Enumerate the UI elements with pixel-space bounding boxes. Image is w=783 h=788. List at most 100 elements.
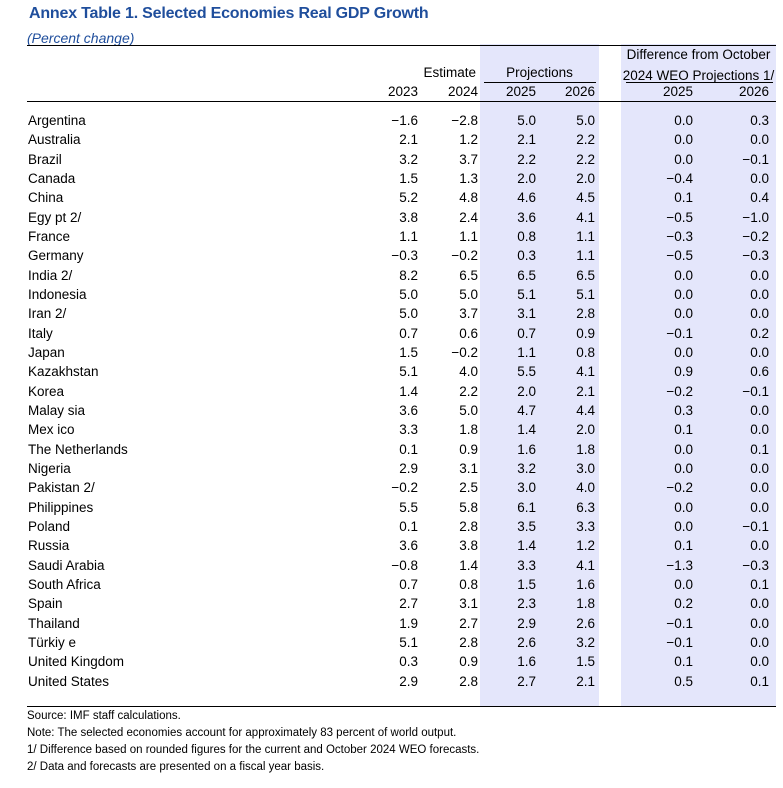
table-row: Italy 0.7 0.6 0.7 0.9 −0.1 0.2 — [0, 324, 783, 343]
value-cell: 0.1 — [399, 441, 418, 457]
value-cell: 1.4 — [517, 538, 536, 554]
estimate-header: Estimate — [423, 65, 476, 80]
value-cell: 2.2 — [576, 132, 595, 148]
value-cell: 3.0 — [517, 480, 536, 496]
value-cell: 1.5 — [517, 576, 536, 592]
value-cell: 1.1 — [576, 248, 595, 264]
value-cell: −0.1 — [742, 518, 769, 534]
value-cell: 3.8 — [399, 209, 418, 225]
value-cell: 0.7 — [399, 576, 418, 592]
value-cell: 3.1 — [459, 596, 478, 612]
value-cell: 0.0 — [750, 286, 769, 302]
country-name: Canada — [28, 170, 76, 186]
value-cell: 1.8 — [576, 596, 595, 612]
table-row: Saudi Arabia −0.8 1.4 3.3 4.1 −1.3 −0.3 — [0, 556, 783, 575]
country-name: Spain — [28, 596, 63, 612]
value-cell: 0.0 — [750, 402, 769, 418]
value-cell: 5.0 — [399, 306, 418, 322]
country-name: United States — [28, 673, 110, 689]
table-row: Indonesia 5.0 5.0 5.1 5.1 0.0 0.0 — [0, 285, 783, 304]
value-cell: 0.1 — [399, 518, 418, 534]
value-cell: 0.9 — [459, 654, 478, 670]
value-cell: 2.2 — [517, 151, 536, 167]
value-cell: −0.2 — [391, 480, 418, 496]
table-row: Pakistan 2/ −0.2 2.5 3.0 4.0 −0.2 0.0 — [0, 478, 783, 497]
value-cell: −1.6 — [391, 113, 418, 128]
value-cell: 1.8 — [576, 441, 595, 457]
value-cell: 2.1 — [576, 673, 595, 689]
country-name: Japan — [28, 344, 65, 360]
table-row: China 5.2 4.8 4.6 4.5 0.1 0.4 — [0, 188, 783, 207]
value-cell: 1.5 — [576, 654, 595, 670]
value-cell: 0.0 — [750, 615, 769, 631]
country-name: Kazakhstan — [28, 364, 99, 380]
table-row: Russia 3.6 3.8 1.4 1.2 0.1 0.0 — [0, 536, 783, 555]
value-cell: 2.0 — [576, 170, 595, 186]
value-cell: 2.7 — [517, 673, 536, 689]
value-cell: 0.0 — [750, 460, 769, 476]
value-cell: −0.3 — [742, 248, 769, 264]
value-cell: 6.5 — [517, 267, 536, 283]
value-cell: 4.0 — [459, 364, 478, 380]
country-name: Australia — [28, 132, 81, 148]
country-name: Brazil — [28, 151, 62, 167]
country-name: Pakistan 2/ — [28, 480, 95, 496]
country-name: Nigeria — [28, 460, 71, 476]
value-cell: 1.5 — [399, 344, 418, 360]
value-cell: 1.4 — [399, 383, 418, 399]
value-cell: 2.4 — [459, 209, 478, 225]
value-cell: 3.2 — [399, 151, 418, 167]
table-row: Egy pt 2/3.8 2.4 3.6 4.1 −0.5 −1.0 — [0, 208, 783, 227]
country-name: Russia — [28, 538, 70, 554]
value-cell: 0.1 — [674, 422, 693, 438]
country-name: The Netherlands — [28, 441, 128, 457]
value-cell: 0.1 — [674, 654, 693, 670]
col-2023: 2023 — [387, 84, 418, 99]
col-2026: 2026 — [564, 84, 595, 99]
value-cell: 0.1 — [750, 441, 769, 457]
value-cell: 0.0 — [674, 576, 693, 592]
value-cell: 1.2 — [576, 538, 595, 554]
value-cell: 3.6 — [399, 402, 418, 418]
value-cell: 2.3 — [517, 596, 536, 612]
value-cell: −0.3 — [742, 557, 769, 573]
note-1: 1/ Difference based on rounded figures f… — [27, 744, 480, 756]
country-name: Philippines — [28, 499, 94, 515]
value-cell: 3.7 — [459, 306, 478, 322]
value-cell: 0.3 — [517, 248, 536, 264]
value-cell: 0.8 — [576, 344, 595, 360]
country-name: France — [28, 228, 71, 244]
value-cell: −0.1 — [666, 615, 693, 631]
value-cell: 3.8 — [459, 538, 478, 554]
value-cell: 4.7 — [517, 402, 536, 418]
value-cell: 1.4 — [517, 422, 536, 438]
value-cell: 4.0 — [576, 480, 595, 496]
value-cell: 3.1 — [517, 306, 536, 322]
value-cell: 0.0 — [750, 344, 769, 360]
value-cell: 0.0 — [750, 170, 769, 186]
value-cell: −0.1 — [666, 325, 693, 341]
table-row: Brazil 3.2 3.7 2.2 2.2 0.0 −0.1 — [0, 150, 783, 169]
value-cell: 3.1 — [459, 460, 478, 476]
value-cell: −0.8 — [391, 557, 418, 573]
country-name: Poland — [28, 518, 71, 534]
value-cell: 2.1 — [576, 383, 595, 399]
value-cell: −0.4 — [666, 170, 693, 186]
value-cell: 1.4 — [459, 557, 478, 573]
value-cell: 5.0 — [517, 113, 536, 128]
value-cell: 8.2 — [399, 267, 418, 283]
value-cell: 3.3 — [399, 422, 418, 438]
projections-underline — [484, 82, 596, 83]
value-cell: −1.0 — [742, 209, 769, 225]
table-row: Germany −0.3 −0.2 0.3 1.1 −0.5 −0.3 — [0, 246, 783, 265]
table-title: Annex Table 1. Selected Economies Real G… — [29, 5, 429, 22]
value-cell: 1.6 — [576, 576, 595, 592]
value-cell: 2.8 — [459, 673, 478, 689]
value-cell: 5.2 — [399, 190, 418, 206]
value-cell: 2.0 — [517, 383, 536, 399]
value-cell: 0.7 — [517, 325, 536, 341]
country-name: South Africa — [28, 576, 101, 592]
value-cell: 1.1 — [576, 228, 595, 244]
value-cell: 2.9 — [517, 615, 536, 631]
note-source: Source: IMF staff calculations. — [27, 710, 181, 722]
